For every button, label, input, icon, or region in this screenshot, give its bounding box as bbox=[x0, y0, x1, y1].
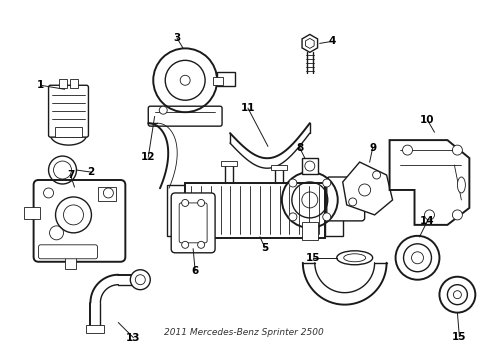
Text: 4: 4 bbox=[327, 36, 335, 46]
Bar bbox=[98, 187, 116, 201]
Text: 3: 3 bbox=[173, 33, 181, 44]
Circle shape bbox=[159, 106, 167, 114]
Bar bbox=[23, 207, 40, 219]
Polygon shape bbox=[389, 140, 468, 225]
Circle shape bbox=[322, 179, 330, 187]
FancyBboxPatch shape bbox=[148, 106, 222, 126]
Circle shape bbox=[197, 199, 204, 206]
Bar bbox=[55, 127, 82, 137]
Ellipse shape bbox=[343, 254, 365, 262]
Circle shape bbox=[439, 277, 474, 312]
FancyBboxPatch shape bbox=[34, 180, 125, 262]
Text: 7: 7 bbox=[67, 170, 74, 180]
Circle shape bbox=[372, 171, 380, 179]
Bar bbox=[86, 325, 104, 333]
Text: 15: 15 bbox=[305, 253, 320, 263]
Text: 1: 1 bbox=[37, 80, 44, 90]
Circle shape bbox=[322, 213, 330, 221]
Bar bbox=[64, 255, 76, 269]
Text: 8: 8 bbox=[296, 143, 303, 153]
Bar bbox=[301, 158, 317, 174]
Text: 2011 Mercedes-Benz Sprinter 2500: 2011 Mercedes-Benz Sprinter 2500 bbox=[164, 328, 323, 337]
Circle shape bbox=[130, 270, 150, 290]
Circle shape bbox=[197, 241, 204, 248]
Text: 14: 14 bbox=[419, 216, 434, 226]
Bar bbox=[270, 165, 286, 170]
Bar bbox=[217, 72, 235, 86]
Circle shape bbox=[451, 145, 462, 155]
FancyBboxPatch shape bbox=[179, 203, 207, 243]
Text: 13: 13 bbox=[126, 333, 140, 343]
Circle shape bbox=[304, 161, 314, 171]
Text: 15: 15 bbox=[451, 332, 466, 342]
Polygon shape bbox=[342, 162, 392, 215]
Bar bbox=[185, 183, 324, 238]
Bar bbox=[324, 185, 342, 236]
Circle shape bbox=[358, 184, 370, 196]
FancyBboxPatch shape bbox=[48, 85, 88, 137]
Bar bbox=[70, 79, 78, 88]
Circle shape bbox=[182, 241, 188, 248]
Circle shape bbox=[103, 188, 113, 198]
Bar bbox=[213, 77, 223, 85]
Circle shape bbox=[424, 210, 433, 220]
Circle shape bbox=[451, 210, 462, 220]
Text: 10: 10 bbox=[419, 115, 434, 125]
Circle shape bbox=[288, 179, 296, 187]
Circle shape bbox=[43, 188, 53, 198]
Bar bbox=[59, 79, 66, 88]
Text: 9: 9 bbox=[368, 143, 375, 153]
FancyBboxPatch shape bbox=[171, 193, 215, 253]
Bar bbox=[167, 185, 185, 236]
Ellipse shape bbox=[336, 251, 372, 265]
Text: 2: 2 bbox=[87, 167, 94, 177]
Circle shape bbox=[395, 236, 439, 280]
Circle shape bbox=[182, 199, 188, 206]
Bar bbox=[301, 222, 317, 240]
Text: 6: 6 bbox=[191, 266, 198, 276]
Bar bbox=[221, 161, 237, 166]
Text: 5: 5 bbox=[261, 243, 268, 253]
FancyBboxPatch shape bbox=[326, 177, 364, 221]
Text: 12: 12 bbox=[141, 152, 155, 162]
FancyBboxPatch shape bbox=[39, 245, 97, 259]
Text: 11: 11 bbox=[240, 103, 255, 113]
Circle shape bbox=[348, 198, 356, 206]
Circle shape bbox=[288, 213, 296, 221]
Ellipse shape bbox=[456, 177, 465, 193]
Circle shape bbox=[402, 145, 412, 155]
